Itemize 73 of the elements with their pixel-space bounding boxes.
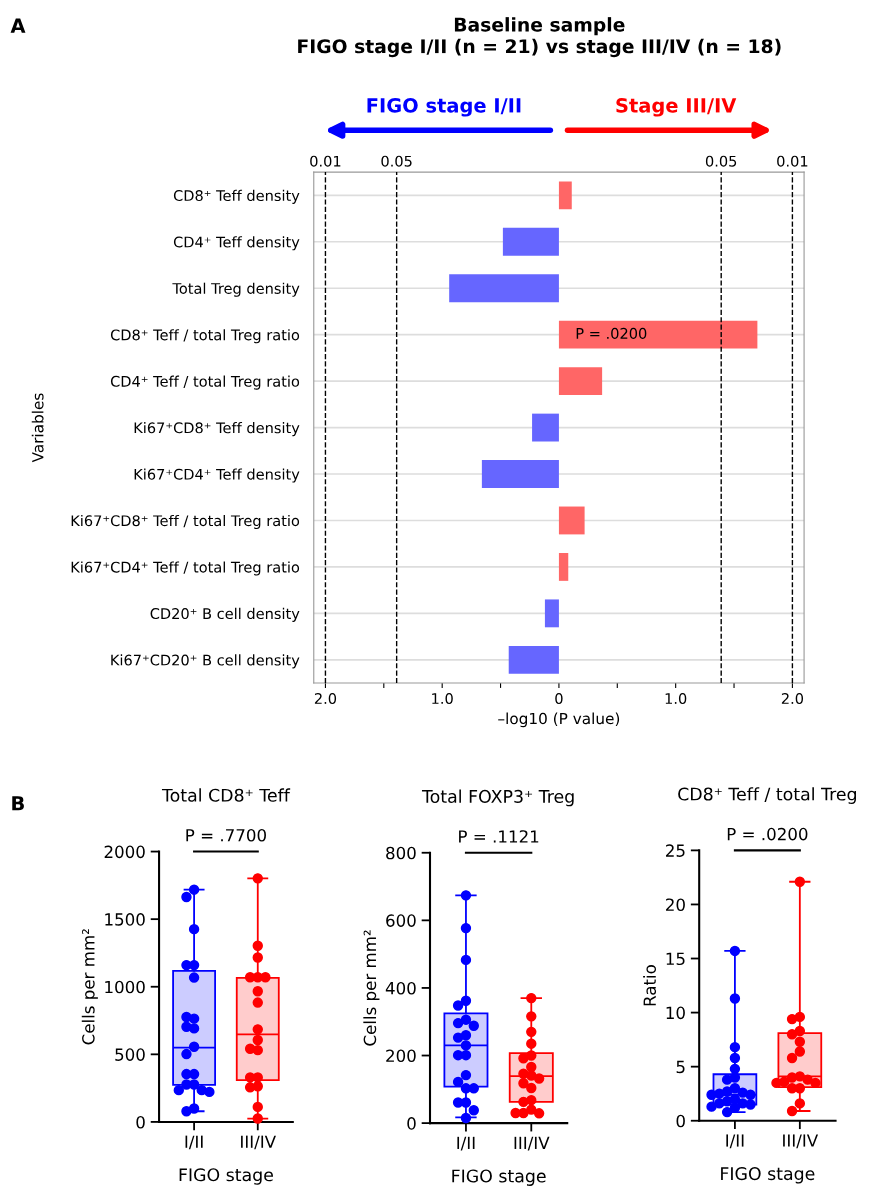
x-tick-label: 2.0 <box>781 693 804 705</box>
text: 0.05 <box>705 155 737 167</box>
y-tick-label: 800 <box>386 846 416 860</box>
bar <box>502 227 559 256</box>
y-tick-label: 1500 <box>105 913 145 926</box>
y-tick-label: 0 <box>676 1114 685 1128</box>
chart-title: Total FOXP3⁺ Treg <box>421 789 574 807</box>
text: B <box>12 796 24 811</box>
text: P = .0200 <box>727 827 808 841</box>
bar <box>508 645 559 674</box>
bar <box>532 413 559 442</box>
y-axis-title: Cells per mm² <box>363 930 380 1046</box>
x-tick-label: I/II <box>457 1136 475 1151</box>
y-tick-label: 400 <box>385 981 416 995</box>
y-tick-label: Total Treg density <box>172 282 300 297</box>
y-tick-label: CD8⁺ Teff density <box>173 189 300 204</box>
y-tick-label: Ki67⁺CD8⁺ Teff / total Treg ratio <box>71 514 300 530</box>
y-tick-label: 25 <box>666 844 685 857</box>
y-tick-label: 0 <box>407 1117 416 1130</box>
y-axis-title: Ratio <box>643 965 657 1006</box>
text: P = .1121 <box>459 830 539 843</box>
x-axis-title: FIGO stage <box>179 1168 273 1185</box>
y-axis-title: Cells per mm² <box>81 929 98 1045</box>
x-tick-label: III/IV <box>783 1134 819 1149</box>
y-tick-label: Ki67⁺CD8⁺ Teff density <box>134 422 300 437</box>
y-tick-label: 1000 <box>105 980 145 994</box>
chart-title: Total CD8⁺ Teff <box>161 788 291 802</box>
x-tick-label: III/IV <box>514 1136 550 1151</box>
x-tick-label: I/II <box>185 1135 203 1150</box>
y-tick-label: Ki67⁺CD20⁺ B cell density <box>111 654 300 669</box>
text: FIGO stage I/II <box>367 97 521 117</box>
x-tick-label: 1.0 <box>665 693 687 705</box>
x-tick-label: 2.0 <box>314 693 337 705</box>
x-tick-label: 0 <box>555 693 563 705</box>
y-tick-label: CD4⁺ Teff / total Treg ratio <box>110 375 300 390</box>
bar <box>558 552 569 581</box>
y-tick-label: 500 <box>115 1048 145 1061</box>
bar <box>544 599 559 628</box>
text: P = .7700 <box>186 828 266 842</box>
text: Stage III/IV <box>616 97 737 117</box>
y-tick-label: 600 <box>386 914 416 927</box>
x-tick-label: I/II <box>726 1134 744 1149</box>
bar <box>558 506 585 535</box>
bar <box>558 181 572 210</box>
text: A <box>10 18 26 33</box>
bar <box>449 274 559 303</box>
x-tick-label: 1.0 <box>432 693 453 705</box>
chart-title: CD8⁺ Teff / total Treg <box>678 787 856 804</box>
text: 0.01 <box>777 155 808 167</box>
y-tick-label: 5 <box>676 1060 685 1074</box>
x-axis-title: –log10 (P value) <box>498 712 620 728</box>
bar <box>558 367 603 396</box>
y-tick-label: 200 <box>386 1049 416 1063</box>
y-tick-label: CD20⁺ B cell density <box>150 607 300 622</box>
y-axis-title: Variables <box>31 393 44 463</box>
annotation: P = .0200 <box>576 327 647 339</box>
y-tick-label: 0 <box>136 1115 145 1129</box>
y-tick-label: 15 <box>666 952 685 966</box>
text: 0.01 <box>310 155 341 167</box>
y-tick-label: 20 <box>666 898 685 912</box>
y-tick-label: 2000 <box>104 845 145 859</box>
y-tick-label: Ki67⁺CD4⁺ Teff / total Treg ratio <box>71 561 300 576</box>
x-axis-title: FIGO stage <box>721 1167 815 1184</box>
x-axis-title: FIGO stage <box>452 1169 546 1186</box>
bar <box>481 460 559 488</box>
x-tick-label: III/IV <box>241 1135 276 1150</box>
y-tick-label: CD8⁺ Teff / total Treg ratio <box>110 329 300 344</box>
y-tick-label: 10 <box>666 1006 685 1020</box>
bar <box>558 320 758 349</box>
chart-title: Baseline sample FIGO stage I/II (n = 21) vs stage III/IV (n = 18) <box>298 17 781 58</box>
y-tick-label: Ki67⁺CD4⁺ Teff density <box>134 468 300 483</box>
text: 0.05 <box>381 155 412 167</box>
y-tick-label: CD4⁺ Teff density <box>173 236 300 251</box>
